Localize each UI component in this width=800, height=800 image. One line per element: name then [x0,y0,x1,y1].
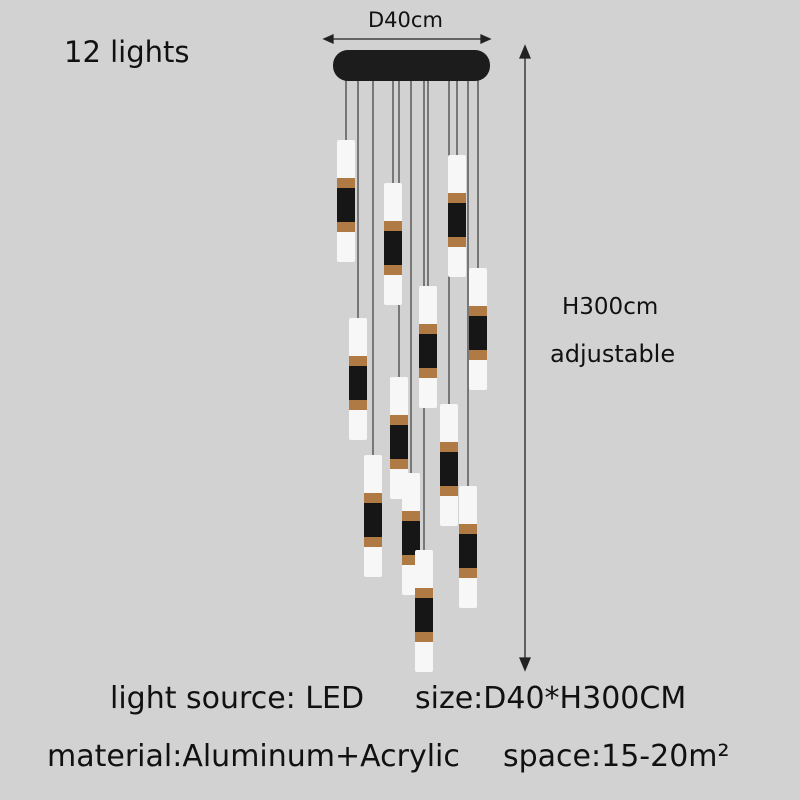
height-note: adjustable [550,340,676,368]
pendant-light [337,140,355,262]
pendant-cords [345,80,479,550]
pendant-light [469,268,487,390]
spec-light-source: light source: LED [110,681,365,716]
ceiling-canopy [333,50,490,81]
spec-space: space:15-20m² [503,739,730,774]
pendant-lights [337,140,487,672]
height-label: H300cm [562,294,659,320]
pendant-light [364,455,382,577]
pendant-light [448,155,466,277]
pendant-light [415,550,433,672]
spec-size: size:D40*H300CM [415,681,687,716]
pendant-light [459,486,477,608]
pendant-light [390,377,408,499]
spec-material: material:Aluminum+Acrylic [47,739,460,774]
diameter-label: D40cm [368,8,443,32]
light-count-label: 12 lights [64,35,190,69]
pendant-light [419,286,437,408]
pendant-light [440,404,458,526]
height-dimension-arrow [519,44,531,672]
diameter-dimension-arrow [322,33,492,45]
pendant-light [384,183,402,305]
pendant-light [349,318,367,440]
